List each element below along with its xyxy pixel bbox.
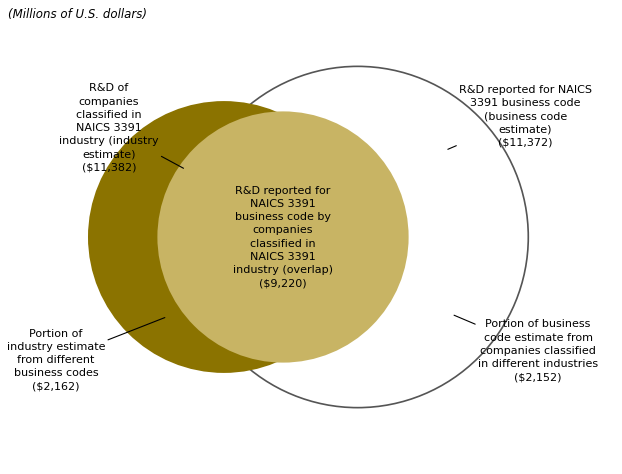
Text: Portion of
industry estimate
from different
business codes
($2,162): Portion of industry estimate from differ… (7, 318, 165, 392)
Text: Portion of business
code estimate from
companies classified
in different industr: Portion of business code estimate from c… (454, 315, 598, 382)
Circle shape (157, 111, 409, 363)
Circle shape (187, 66, 528, 408)
Text: (Millions of U.S. dollars): (Millions of U.S. dollars) (8, 8, 147, 21)
Text: R&D reported for
NAICS 3391
business code by
companies
classified in
NAICS 3391
: R&D reported for NAICS 3391 business cod… (233, 186, 333, 288)
Text: R&D of
companies
classified in
NAICS 3391
industry (industry
estimate)
($11,382): R&D of companies classified in NAICS 339… (59, 83, 183, 173)
Circle shape (89, 102, 359, 372)
Text: R&D reported for NAICS
3391 business code
(business code
estimate)
($11,372): R&D reported for NAICS 3391 business cod… (448, 85, 592, 149)
